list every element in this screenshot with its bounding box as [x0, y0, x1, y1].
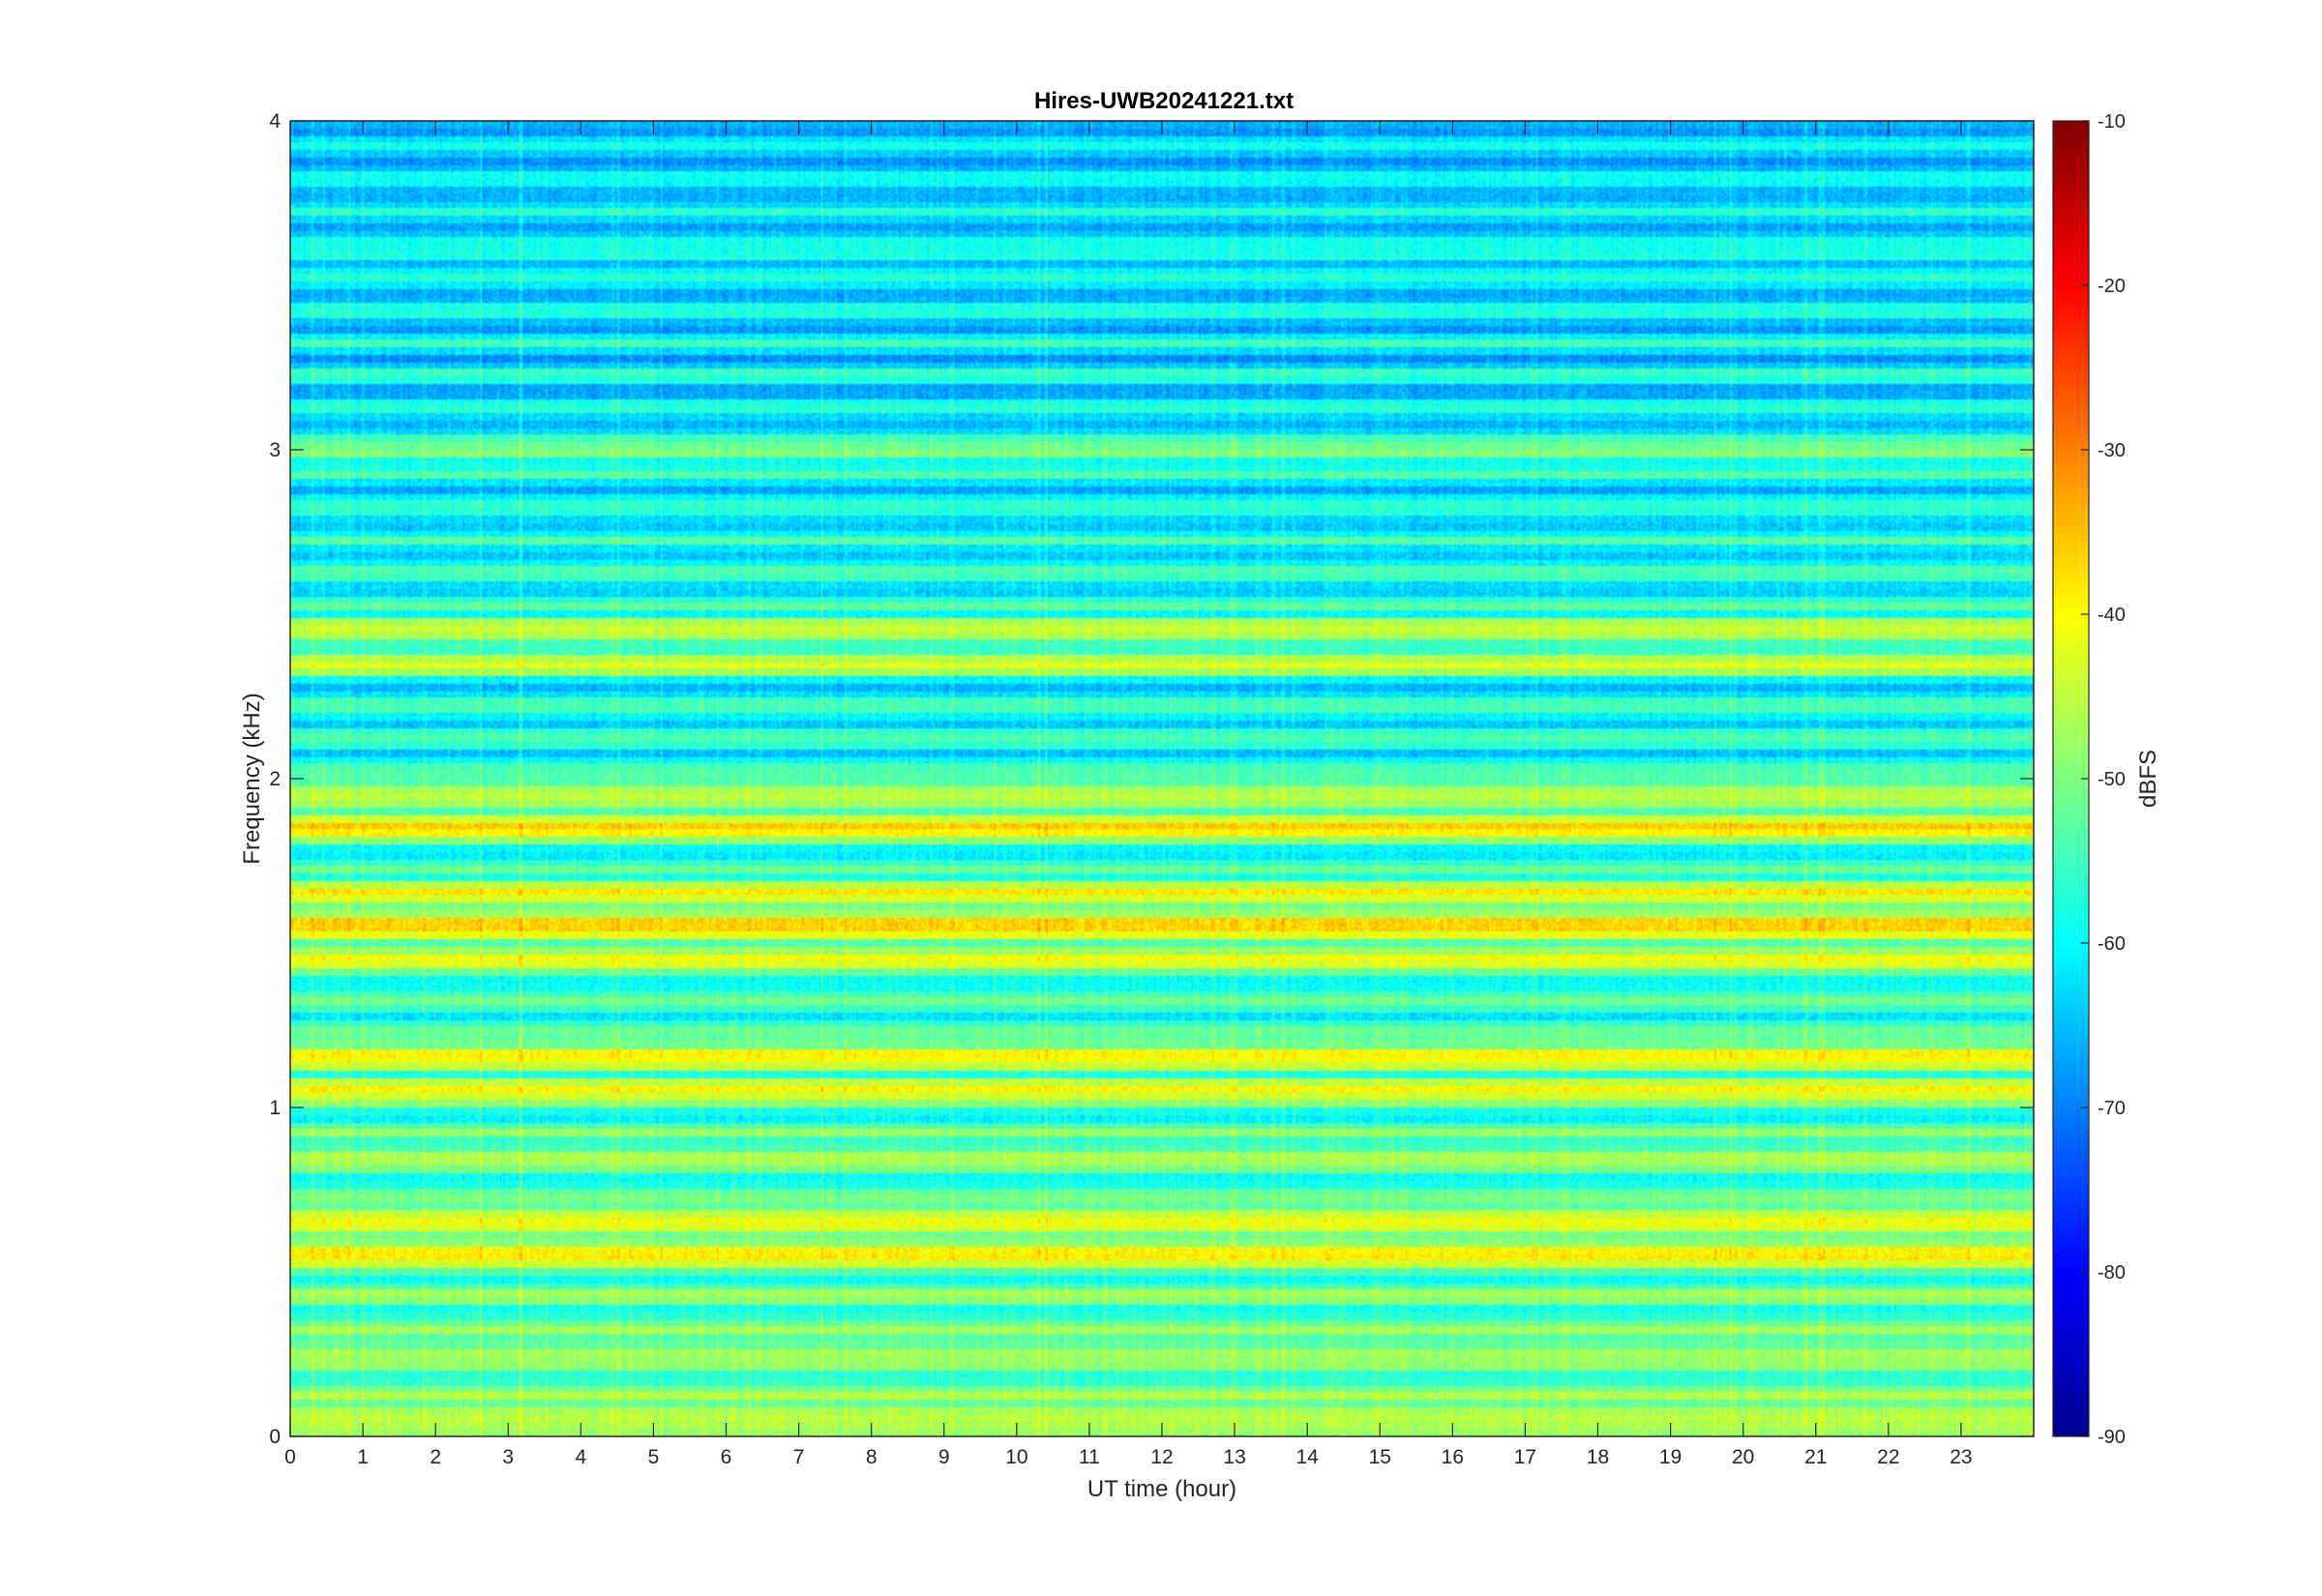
- colorbar-tick-label: -60: [2098, 933, 2126, 955]
- x-tick-label: 22: [1877, 1446, 1899, 1468]
- x-tick-label: 11: [1079, 1446, 1100, 1468]
- spectrogram-plot-area: [289, 120, 2035, 1437]
- colorbar: -10 -20 -30 -40 -50 -60 -70 -80 -90 dBFS: [2052, 111, 2161, 1448]
- x-tick-label: 8: [866, 1446, 878, 1468]
- colorbar-tick-label: -40: [2098, 605, 2126, 626]
- y-tick-label: 2: [269, 768, 281, 790]
- x-tick-label: 19: [1659, 1446, 1682, 1468]
- x-tick-label: 5: [648, 1446, 660, 1468]
- x-axis-ticks: 0 1 2 3 4 5 6 7 8 9 10 11 12 13 14 15 16 17 18 19 20 21 22 23: [284, 121, 1973, 1468]
- x-tick-label: 14: [1295, 1446, 1319, 1468]
- x-tick-label: 20: [1732, 1446, 1754, 1468]
- y-tick-label: 0: [269, 1426, 281, 1448]
- x-tick-label: 13: [1223, 1446, 1245, 1468]
- chart-title: Hires-UWB20241221.txt: [1034, 88, 1294, 114]
- spectrogram-heatmap: [290, 121, 2034, 1436]
- colorbar-tick-label: -70: [2098, 1098, 2126, 1119]
- x-tick-label: 2: [430, 1446, 441, 1468]
- colorbar-tick-label: -30: [2098, 440, 2126, 461]
- y-tick-label: 4: [269, 110, 281, 133]
- x-axis-label: UT time (hour): [1087, 1476, 1236, 1502]
- y-axis-ticks: 0 1 2 3 4: [269, 110, 2034, 1448]
- x-tick-label: 3: [502, 1446, 514, 1468]
- colorbar-tick-label: -10: [2098, 111, 2126, 133]
- x-tick-label: 4: [575, 1446, 586, 1468]
- colorbar-ticks: -10 -20 -30 -40 -50 -60 -70 -80 -90: [2081, 111, 2126, 1448]
- x-tick-label: 18: [1587, 1446, 1609, 1468]
- x-tick-label: 1: [357, 1446, 369, 1468]
- x-tick-label: 23: [1950, 1446, 1972, 1468]
- y-tick-label: 1: [269, 1097, 281, 1119]
- x-tick-label: 17: [1514, 1446, 1536, 1468]
- x-tick-label: 21: [1804, 1446, 1827, 1468]
- x-tick-label: 9: [938, 1446, 950, 1468]
- x-tick-label: 6: [721, 1446, 732, 1468]
- colorbar-tick-label: -80: [2098, 1262, 2126, 1284]
- x-tick-label: 16: [1442, 1446, 1464, 1468]
- x-tick-label: 7: [793, 1446, 805, 1468]
- x-tick-label: 0: [284, 1446, 296, 1468]
- colorbar-label: dBFS: [2135, 750, 2161, 808]
- colorbar-tick-label: -90: [2098, 1427, 2126, 1448]
- x-tick-label: 15: [1369, 1446, 1391, 1468]
- colorbar-tick-label: -20: [2098, 276, 2126, 297]
- x-tick-label: 10: [1005, 1446, 1027, 1468]
- colorbar-tick-label: -50: [2098, 769, 2126, 790]
- x-tick-label: 12: [1150, 1446, 1173, 1468]
- y-tick-label: 3: [269, 439, 281, 461]
- y-axis-label: Frequency (kHz): [239, 693, 265, 864]
